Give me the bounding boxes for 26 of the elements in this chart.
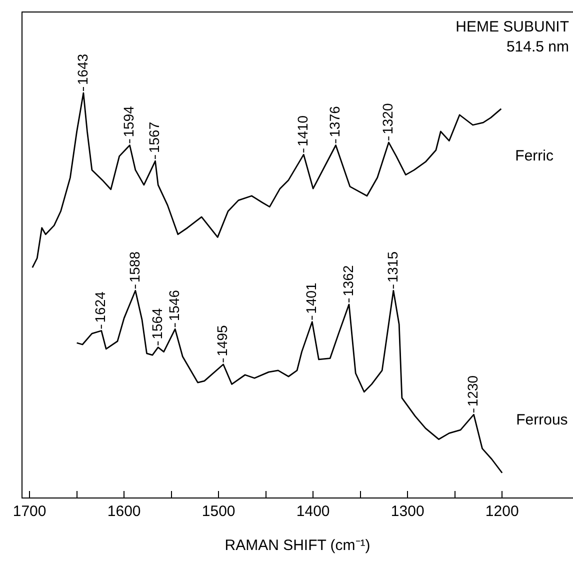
chart-subtitle: 514.5 nm: [506, 38, 569, 56]
x-tick-label: 1300: [390, 503, 424, 520]
annotation: 1230: [464, 375, 481, 407]
text: Ferrous: [516, 411, 568, 428]
x-tick-label: 1600: [107, 503, 141, 520]
annotation: 1376: [326, 106, 343, 138]
x-tick-label: 1200: [485, 503, 519, 520]
annotation: 1564: [148, 308, 165, 340]
annotation: 1588: [126, 251, 142, 283]
annotation: 1401: [303, 282, 320, 314]
annotation: 1567: [146, 122, 162, 154]
annotation: 1594: [120, 106, 137, 138]
x-tick-label: 1500: [202, 503, 236, 520]
annotation: 1546: [166, 290, 182, 322]
x-tick-label: 1400: [296, 503, 330, 520]
annotation: 1495: [214, 324, 230, 356]
x-tick-label: 1700: [12, 503, 46, 520]
chart-title: HEME SUBUNIT: [456, 18, 569, 36]
annotation: 1643: [74, 54, 90, 85]
annotation: 1624: [92, 291, 108, 323]
annotation: 1362: [340, 265, 356, 296]
annotation: 1410: [294, 115, 311, 147]
annotation: 1320: [380, 103, 396, 134]
x-axis-title: RAMAN SHIFT (cm⁻¹): [224, 537, 370, 554]
text: Ferric: [515, 147, 554, 164]
annotation: 1315: [384, 251, 400, 283]
